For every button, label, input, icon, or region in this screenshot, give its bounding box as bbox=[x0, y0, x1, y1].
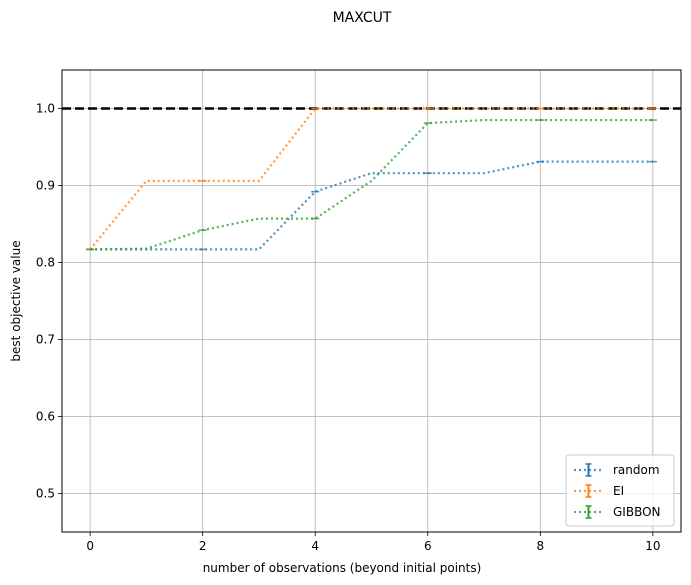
x-tick-label: 2 bbox=[199, 539, 207, 553]
y-axis-label: best objective value bbox=[9, 240, 23, 361]
y-ticks: 0.5 0.6 0.7 0.8 0.9 1.0 bbox=[36, 102, 62, 501]
series-line-gibbon bbox=[90, 118, 653, 251]
legend-label: random bbox=[613, 463, 660, 477]
chart-title: MAXCUT bbox=[333, 10, 392, 26]
y-tick-label: 0.6 bbox=[36, 410, 55, 424]
x-tick-label: 4 bbox=[311, 539, 319, 553]
y-tick-label: 1.0 bbox=[36, 102, 55, 116]
y-tick-label: 0.7 bbox=[36, 333, 55, 347]
x-tick-label: 6 bbox=[424, 539, 432, 553]
x-tick-label: 10 bbox=[645, 539, 660, 553]
x-axis-label: number of observations (beyond initial p… bbox=[203, 561, 482, 575]
legend-label: GIBBON bbox=[613, 505, 661, 519]
x-tick-label: 8 bbox=[536, 539, 544, 553]
legend: random EI GIBBON bbox=[565, 454, 675, 527]
x-tick-label: 0 bbox=[86, 539, 94, 553]
legend-label: EI bbox=[613, 484, 624, 498]
y-tick-label: 0.5 bbox=[36, 487, 55, 501]
axes-frame bbox=[61, 69, 682, 533]
y-tick-label: 0.9 bbox=[36, 179, 55, 193]
y-tick-label: 0.8 bbox=[36, 256, 55, 270]
series-line-random bbox=[90, 160, 653, 251]
x-ticks: 0 2 4 6 8 10 bbox=[86, 532, 661, 553]
series-layer bbox=[86, 107, 657, 251]
series-line-ei bbox=[89, 107, 653, 251]
grid bbox=[62, 70, 681, 532]
legend-box bbox=[565, 454, 675, 527]
